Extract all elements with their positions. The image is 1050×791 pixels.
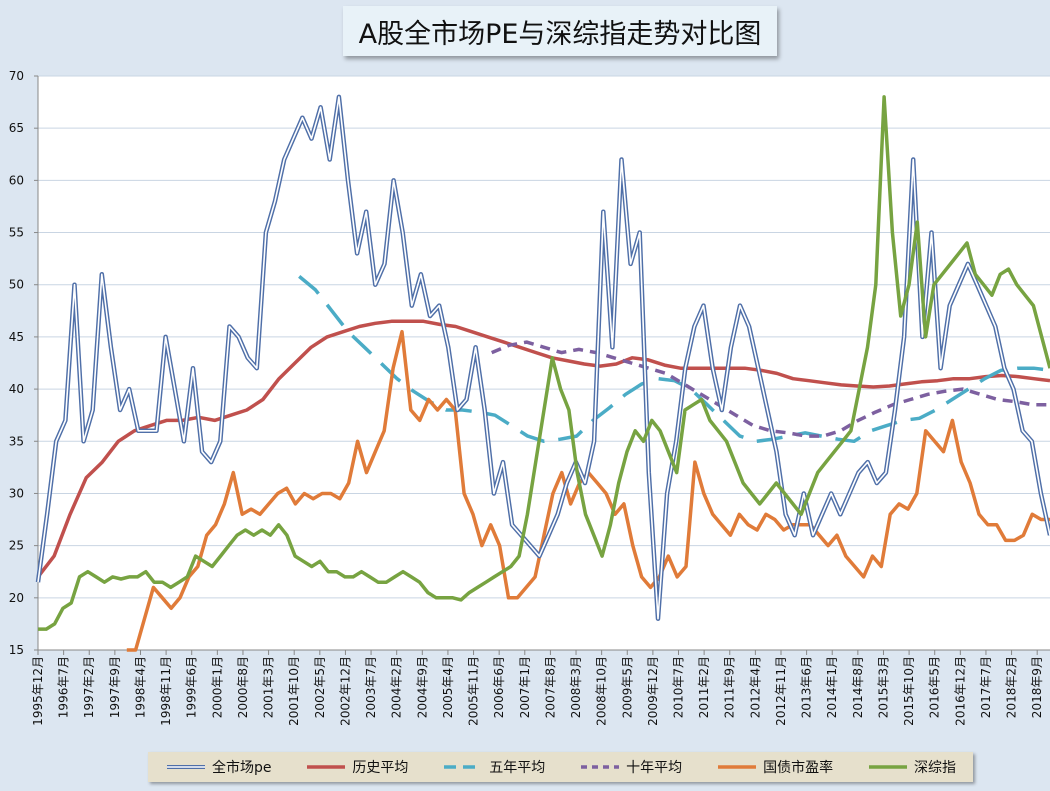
x-tick-label: 2002年12月: [338, 656, 352, 726]
x-tick-label: 2012年11月: [774, 656, 788, 726]
legend-label-bond-pe: 国债市盈率: [763, 760, 834, 776]
legend-label-10yr-avg: 十年平均: [626, 760, 683, 776]
x-tick-label: 2009年12月: [646, 656, 660, 726]
x-tick-label: 2015年3月: [876, 656, 890, 718]
x-tick-label: 2006年6月: [492, 656, 506, 718]
x-tick-label: 2007年8月: [543, 656, 557, 718]
y-tick-label: 60: [9, 173, 24, 187]
y-tick-label: 25: [9, 539, 24, 553]
series-line-1: [36, 319, 1050, 578]
legend-label-hist-avg: 历史平均: [352, 760, 409, 776]
y-tick-label: 45: [9, 330, 24, 344]
x-tick-label: 2011年9月: [723, 656, 737, 718]
x-tick-label: 2001年3月: [262, 656, 276, 718]
x-tick-label: 2016年5月: [928, 656, 942, 718]
y-tick-label: 35: [9, 434, 24, 448]
x-tick-label: 2005年4月: [441, 656, 455, 718]
x-axis: 1995年12月 1996年7月 1997年2月 1997年9月 1998年4月 1998…: [31, 649, 1050, 726]
legend-item-hist-avg: 历史平均: [305, 757, 408, 777]
x-tick-label: 2000年8月: [236, 656, 250, 718]
x-tick-label: 2008年3月: [569, 656, 583, 718]
legend: 全市场pe 历史平均 五年平均 十年平均 国债市盈率 深综指: [148, 752, 973, 782]
x-tick-label: 2017年7月: [979, 656, 993, 718]
x-tick-label: 2009年5月: [620, 656, 634, 718]
legend-label-pe: 全市场pe: [211, 760, 272, 776]
x-tick-label: 2012年4月: [748, 656, 762, 718]
x-tick-label: 2000年1月: [210, 656, 224, 718]
x-tick-label: 2003年7月: [364, 656, 378, 718]
legend-item-bond-pe: 国债市盈率: [716, 757, 833, 777]
x-tick-label: 2004年2月: [390, 656, 404, 718]
x-tick-label: 2014年1月: [825, 656, 839, 718]
x-tick-label: 1996年7月: [57, 656, 71, 718]
legend-item-5yr-avg: 五年平均: [442, 757, 545, 777]
series-line-2: [298, 275, 1050, 444]
x-tick-label: 2018年9月: [1030, 656, 1044, 718]
legend-item-10yr-avg: 十年平均: [579, 757, 682, 777]
x-tick-label: 1998年4月: [133, 656, 147, 718]
x-tick-label: 2004年9月: [415, 656, 429, 718]
series-lines: [35, 94, 1050, 652]
x-tick-label: 2005年11月: [467, 656, 481, 726]
legend-swatch-pe: [166, 765, 205, 769]
x-tick-label: 2018年2月: [1005, 656, 1019, 718]
legend-swatch-10yr-avg: [581, 765, 620, 769]
x-tick-label: 2011年2月: [697, 656, 711, 718]
y-tick-label: 30: [9, 486, 24, 500]
legend-label-szzs: 深综指: [913, 760, 956, 776]
y-tick-label: 40: [9, 382, 24, 396]
legend-swatch-hist-avg: [307, 765, 346, 769]
x-tick-label: 1995年12月: [31, 656, 45, 726]
x-tick-label: 2015年10月: [902, 656, 916, 726]
x-tick-label: 2014年8月: [851, 656, 865, 718]
legend-swatch-szzs: [868, 765, 907, 769]
series-line-3: [491, 340, 1050, 438]
x-tick-label: 1998年11月: [159, 656, 173, 726]
legend-label-5yr-avg: 五年平均: [489, 760, 546, 776]
x-tick-label: 2010年7月: [672, 656, 686, 718]
x-tick-label: 2008年10月: [595, 656, 609, 726]
x-tick-label: 1997年9月: [108, 656, 122, 718]
y-tick-label: 50: [9, 278, 24, 292]
y-axis: 15 20 25 30 35 40 45 50 55 60 65 70: [9, 69, 39, 657]
chart-title: A股全市场PE与深综指走势对比图: [343, 6, 777, 56]
legend-item-pe: 全市场pe: [165, 757, 272, 777]
y-tick-label: 55: [9, 226, 24, 240]
y-tick-label: 70: [9, 69, 24, 83]
x-tick-label: 2013年6月: [800, 656, 814, 718]
series-line-pe-inner: [37, 96, 1050, 620]
x-tick-label: 2002年5月: [313, 656, 327, 718]
x-tick-label: 2001年10月: [287, 656, 301, 726]
plot-area: [38, 76, 1050, 650]
x-tick-label: 2007年1月: [518, 656, 532, 718]
x-tick-label: 1997年2月: [82, 656, 96, 718]
legend-swatch-5yr-avg: [444, 765, 483, 769]
legend-swatch-bond-pe: [718, 765, 757, 769]
x-tick-label: 1999年6月: [185, 656, 199, 718]
y-tick-label: 15: [9, 643, 24, 657]
x-tick-label: 2016年12月: [953, 656, 967, 726]
y-tick-label: 20: [9, 591, 24, 605]
y-tick-label: 65: [9, 121, 24, 135]
series-line-5: [38, 95, 1050, 631]
legend-item-szzs: 深综指: [867, 757, 956, 777]
